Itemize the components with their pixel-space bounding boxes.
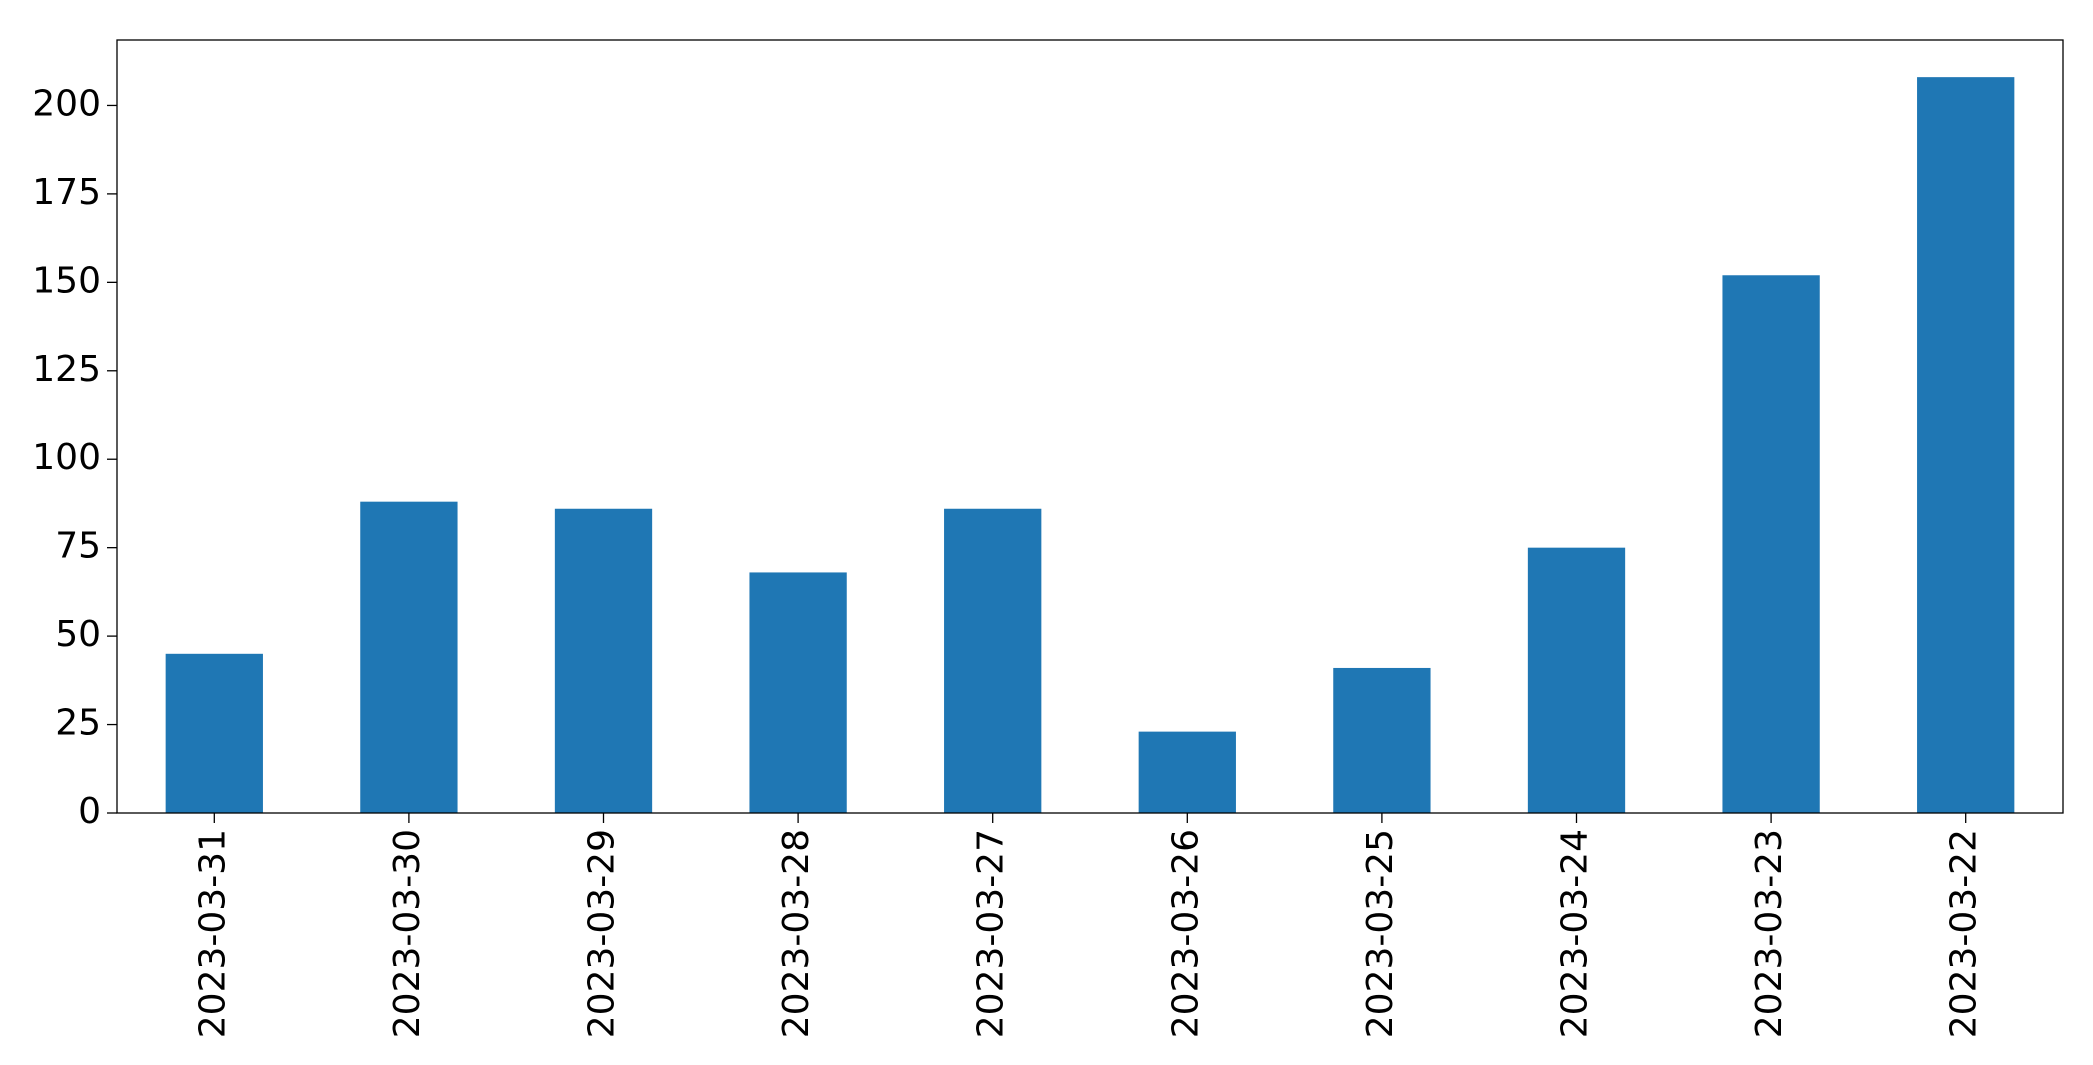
x-tick-label: 2023-03-31: [192, 829, 233, 1038]
bar: [1333, 667, 1431, 813]
y-tick-label: 150: [32, 260, 101, 301]
bar: [554, 508, 653, 813]
x-tick-label: 2023-03-22: [1944, 829, 1985, 1038]
x-tick-label: 2023-03-28: [776, 829, 817, 1038]
x-tick-label: 2023-03-23: [1749, 829, 1790, 1038]
y-tick-label: 75: [55, 526, 101, 567]
bar: [360, 501, 458, 813]
x-tick-label: 2023-03-29: [582, 829, 623, 1038]
y-tick-label: 25: [55, 703, 101, 744]
y-tick-label: 100: [32, 437, 101, 478]
bar: [1527, 547, 1626, 813]
y-tick-label: 175: [32, 172, 101, 213]
x-tick-label: 2023-03-24: [1555, 829, 1596, 1038]
x-tick-label: 2023-03-26: [1165, 829, 1206, 1038]
x-tick-label: 2023-03-30: [387, 829, 428, 1038]
y-tick-label: 125: [32, 349, 101, 390]
y-tick-label: 50: [55, 614, 101, 655]
bar: [944, 508, 1042, 813]
y-tick-label: 0: [78, 791, 101, 832]
x-tick-label: 2023-03-27: [971, 829, 1012, 1038]
plot-frame: [116, 39, 2064, 814]
bar: [1917, 77, 2015, 813]
y-tick-label: 200: [32, 83, 101, 124]
bar: [749, 572, 847, 813]
bar: [1138, 731, 1236, 813]
bar: [165, 653, 263, 813]
bar: [1722, 275, 1820, 813]
x-tick-label: 2023-03-25: [1360, 829, 1401, 1038]
